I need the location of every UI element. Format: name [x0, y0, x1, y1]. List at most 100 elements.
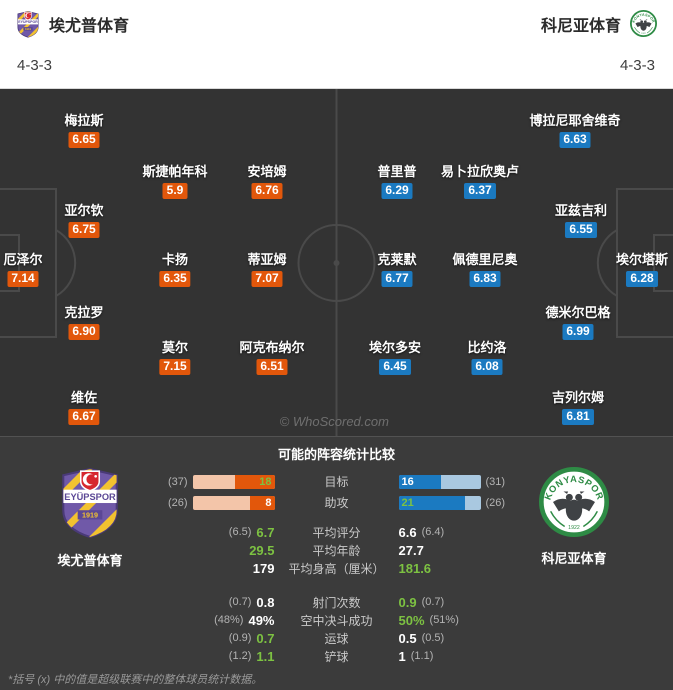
away-stat-value: 181.6 [398, 560, 432, 576]
player-home[interactable]: 阿克布纳尔 6.51 [239, 337, 305, 375]
away-league-value: (6.4) [421, 526, 445, 538]
away-stat-value: 21 [401, 496, 414, 509]
away-league-value: (51%) [429, 614, 459, 626]
player-name: 德米尔巴格 [545, 305, 611, 320]
header: 埃尤普体育 4-3-3 科尼亚体育 4-3-3 [0, 0, 673, 89]
away-stat-value: 1 [398, 648, 406, 664]
away-stat-bar: 21 [398, 495, 481, 510]
player-away[interactable]: 普里普 6.29 [377, 161, 417, 199]
home-stat-cell: (37) 18 [155, 474, 275, 489]
player-name: 佩德里尼奥 [452, 252, 518, 267]
player-rating-badge: 6.67 [68, 409, 100, 425]
stat-label: 平均身高（厘米） [288, 561, 385, 576]
player-rating-badge: 6.76 [251, 183, 283, 199]
home-stat-value: 0.8 [256, 594, 275, 610]
home-team-block[interactable]: 埃尤普体育 [30, 465, 150, 569]
home-stat-bar-fill [249, 495, 275, 510]
player-name: 亚尔钦 [64, 203, 104, 218]
player-rating-badge: 6.81 [562, 409, 594, 425]
home-stat-cell: 29.5 [155, 543, 274, 558]
player-name: 克拉罗 [64, 305, 104, 320]
away-stat-value: 6.6 [398, 524, 417, 540]
player-home[interactable]: 克拉罗 6.90 [64, 302, 104, 340]
home-stat-value: 1.1 [256, 648, 275, 664]
player-away[interactable]: 克莱默 6.77 [377, 249, 417, 287]
home-stat-value: 0.7 [256, 630, 275, 646]
home-stat-value: 18 [259, 475, 272, 488]
away-stat-cell: 6.6 (6.4) [399, 525, 519, 540]
player-name: 维佐 [70, 390, 98, 405]
away-stat-cell: 181.6 [399, 561, 519, 576]
away-team-logo-icon [630, 10, 657, 37]
away-stat-cell: 0.9 (0.7) [399, 595, 519, 610]
player-rating-badge: 6.55 [565, 222, 597, 238]
away-league-value: (0.7) [421, 596, 445, 608]
stat-row: (1.2) 1.1 铲球 1 (1.1) [0, 647, 673, 665]
player-home[interactable]: 斯捷帕年科 5.9 [142, 161, 208, 199]
stat-gap [0, 577, 673, 593]
player-rating-badge: 7.07 [251, 271, 283, 287]
player-rating-badge: 6.35 [159, 271, 191, 287]
stat-rows: (37) 18 目标 16 (31) (26) 8 助攻 21 (26) (6.5) 6.7 平均评分 6… [0, 471, 673, 665]
player-name: 厄泽尔 [3, 252, 43, 267]
stat-row: (6.5) 6.7 平均评分 6.6 (6.4) [0, 523, 673, 541]
home-league-value: (37) [167, 475, 188, 488]
stats-section: 可能的阵容统计比较 埃尤普体育 科尼亚体育 (37) 18 目标 16 (31) (26)… [0, 436, 673, 690]
player-away[interactable]: 德米尔巴格 6.99 [545, 302, 611, 340]
pitch: © WhoScored.com 厄泽尔 7.14 梅拉斯 6.65 亚尔钦 6.75 克拉罗… [0, 89, 673, 436]
player-name: 比约洛 [467, 340, 507, 355]
away-stat-cell: 16 (31) [398, 474, 519, 489]
player-away[interactable]: 埃尔塔斯 6.28 [616, 249, 668, 287]
away-league-value: (0.5) [421, 632, 445, 644]
away-team-block[interactable]: 科尼亚体育 [514, 465, 634, 567]
home-league-value: (1.2) [228, 650, 252, 662]
player-home[interactable]: 安培姆 6.76 [247, 161, 287, 199]
player-rating-badge: 6.75 [68, 222, 100, 238]
player-name: 蒂亚姆 [247, 252, 287, 267]
player-rating-badge: 6.99 [562, 324, 594, 340]
home-team-logo-icon [58, 465, 122, 539]
home-team-header[interactable]: 埃尤普体育 [16, 10, 129, 38]
player-home[interactable]: 厄泽尔 7.14 [3, 249, 43, 287]
stat-label: 铲球 [324, 649, 349, 664]
home-league-value: (26) [167, 496, 188, 509]
stat-label: 射门次数 [312, 595, 361, 610]
player-home[interactable]: 卡扬 6.35 [159, 249, 191, 287]
home-stat-cell: (0.7) 0.8 [155, 595, 275, 610]
away-team-header[interactable]: 科尼亚体育 [541, 10, 657, 37]
player-home[interactable]: 维佐 6.67 [68, 387, 100, 425]
player-home[interactable]: 梅拉斯 6.65 [64, 110, 104, 148]
player-away[interactable]: 吉列尔姆 6.81 [552, 387, 604, 425]
player-away[interactable]: 比约洛 6.08 [467, 337, 507, 375]
away-league-value: (1.1) [410, 650, 434, 662]
home-stat-value: 8 [265, 496, 272, 509]
player-name: 易卜拉欣奥卢 [440, 164, 520, 179]
stat-row: (26) 8 助攻 21 (26) [0, 492, 673, 513]
home-league-value: (6.5) [228, 526, 252, 538]
home-team-logo-icon [16, 10, 40, 38]
player-home[interactable]: 蒂亚姆 7.07 [247, 249, 287, 287]
player-away[interactable]: 易卜拉欣奥卢 6.37 [441, 161, 519, 199]
player-rating-badge: 6.90 [68, 324, 100, 340]
player-home[interactable]: 莫尔 7.15 [159, 337, 191, 375]
away-stat-value: 16 [401, 475, 414, 488]
player-name: 莫尔 [161, 340, 189, 355]
away-stat-value: 0.9 [398, 594, 417, 610]
player-rating-badge: 6.77 [381, 271, 413, 287]
player-away[interactable]: 博拉尼耶舍维奇 6.63 [529, 110, 621, 148]
player-name: 亚兹吉利 [554, 203, 608, 218]
home-team-label: 埃尤普体育 [57, 553, 123, 568]
player-rating-badge: 5.9 [162, 183, 188, 199]
stat-row: (37) 18 目标 16 (31) [0, 471, 673, 492]
home-stat-cell: (48%) 49% [155, 613, 274, 628]
away-stat-value: 50% [398, 612, 425, 628]
player-rating-badge: 6.45 [379, 359, 411, 375]
stat-row: 179 平均身高（厘米） 181.6 [0, 559, 673, 577]
home-stat-cell: (6.5) 6.7 [155, 525, 275, 540]
player-away[interactable]: 埃尔多安 6.45 [369, 337, 421, 375]
player-away[interactable]: 佩德里尼奥 6.83 [452, 249, 518, 287]
away-stat-value: 0.5 [398, 630, 417, 646]
player-name: 克莱默 [377, 252, 417, 267]
player-away[interactable]: 亚兹吉利 6.55 [555, 200, 607, 238]
player-home[interactable]: 亚尔钦 6.75 [64, 200, 104, 238]
